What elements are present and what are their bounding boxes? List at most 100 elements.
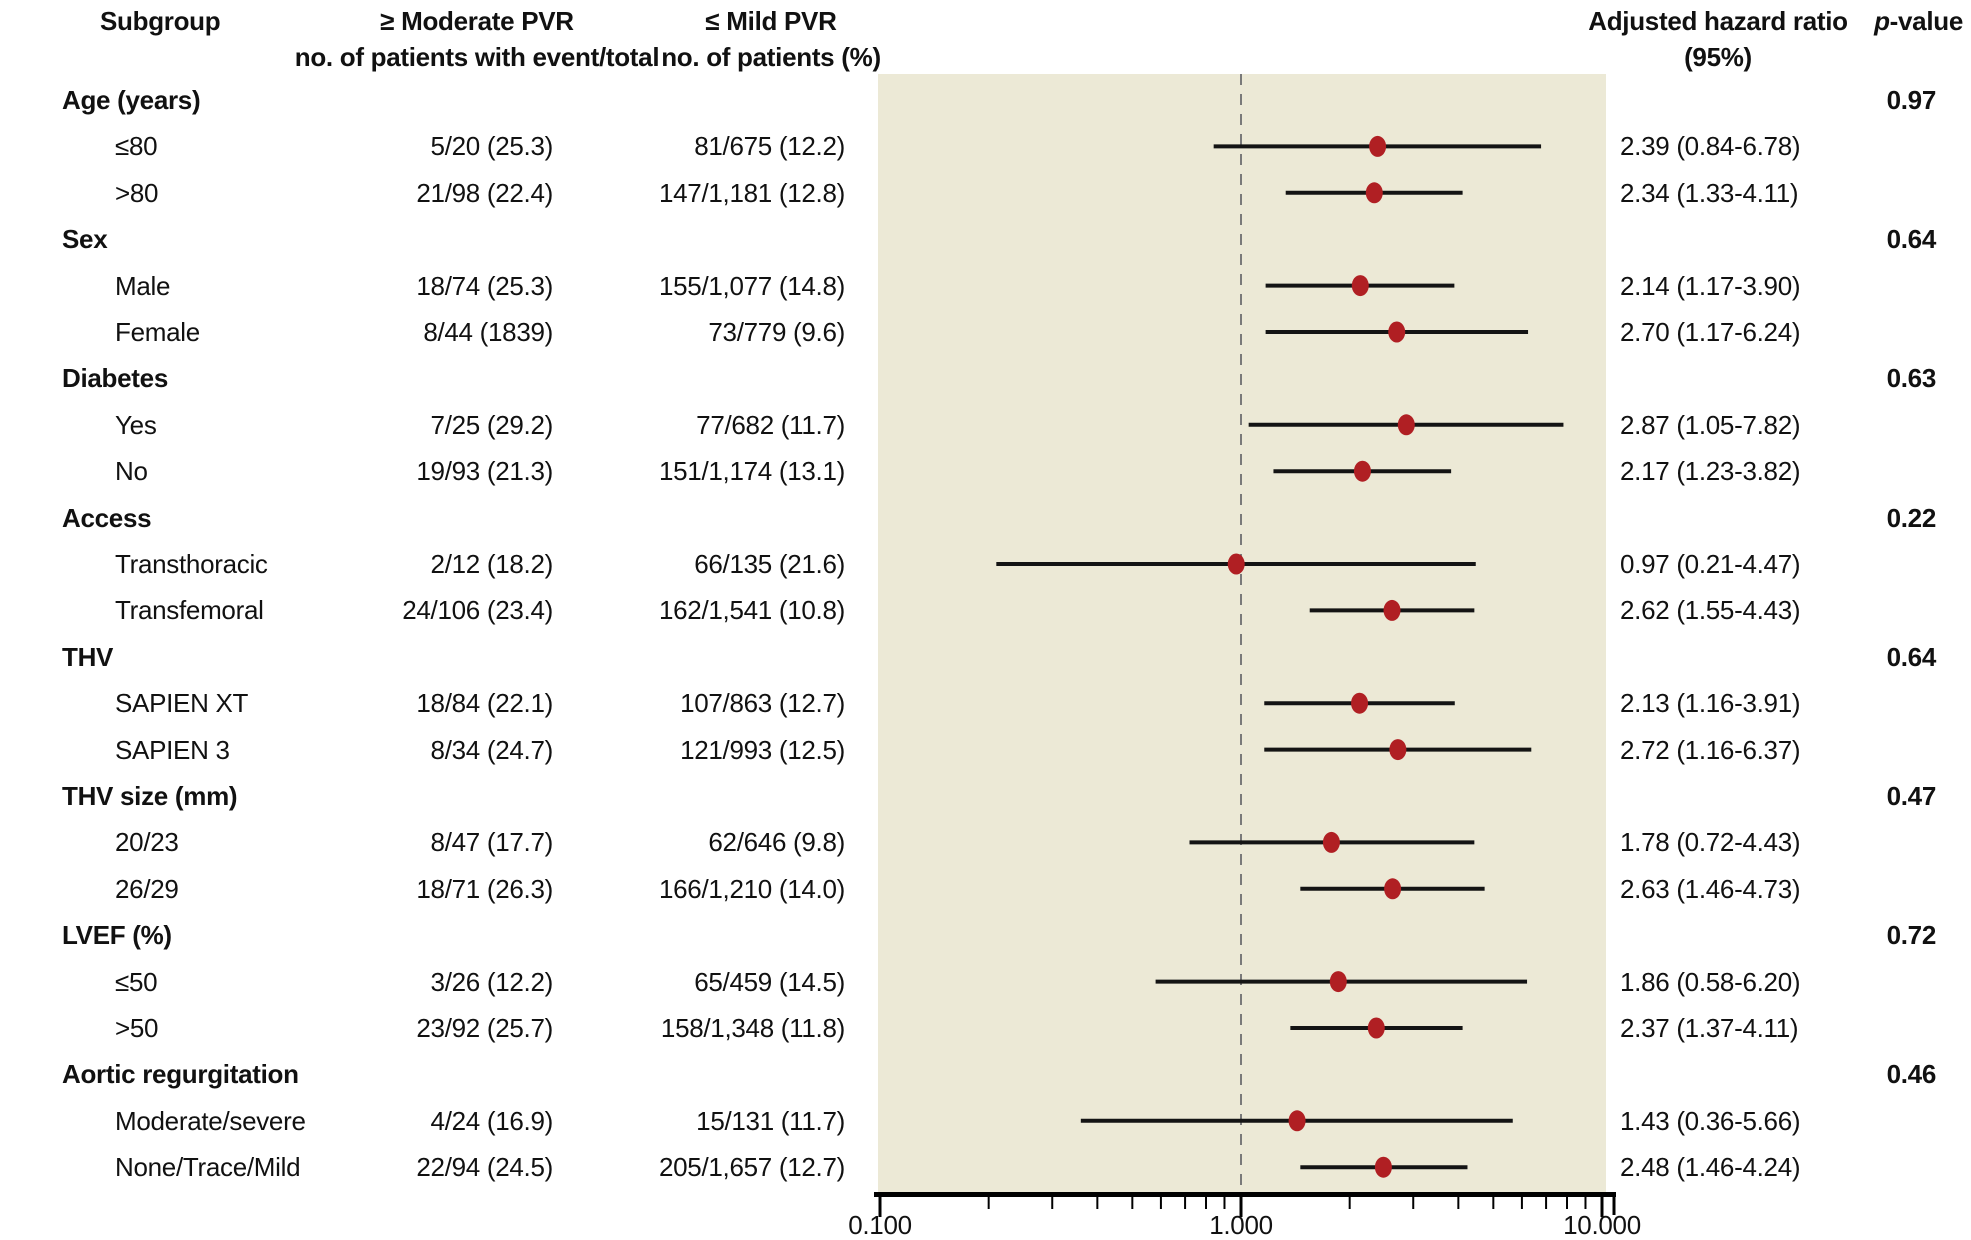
mild-pvr-value: 73/779 (9.6) xyxy=(708,317,845,347)
moderate-pvr-value: 8/34 (24.7) xyxy=(430,734,554,765)
subgroup-row-label: Moderate/severe xyxy=(115,1105,306,1136)
subgroup-row-label: Male xyxy=(115,270,171,301)
section-p-value: 0.64 xyxy=(1886,224,1937,255)
section-label: Age (years) xyxy=(62,85,201,115)
subgroup-row-label: SAPIEN XT xyxy=(115,688,249,719)
moderate-pvr-value: 8/44 (1839) xyxy=(423,317,553,347)
x-axis-tick-label: 10.000 xyxy=(1563,1210,1641,1240)
hazard-ratio-value: 2.72 (1.16-6.37) xyxy=(1620,734,1801,765)
mild-pvr-value: 62/646 (9.8) xyxy=(708,827,845,858)
hr-point-marker xyxy=(1383,599,1401,621)
mild-pvr-value: 205/1,657 (12.7) xyxy=(658,1152,845,1183)
x-axis-tick-label: 0.100 xyxy=(848,1210,912,1240)
hr-point-marker xyxy=(1369,135,1387,157)
section-label: THV size (mm) xyxy=(62,781,238,811)
hazard-ratio-value: 2.37 (1.37-4.11) xyxy=(1620,1013,1799,1043)
subgroup-row-label: 20/23 xyxy=(115,827,179,858)
hr-point-marker xyxy=(1389,739,1407,761)
hazard-ratio-value: 2.62 (1.55-4.43) xyxy=(1620,595,1801,626)
hr-point-marker xyxy=(1388,321,1406,343)
hazard-ratio-value: 1.43 (0.36-5.66) xyxy=(1620,1105,1801,1136)
mild-pvr-value: 147/1,181 (12.8) xyxy=(658,177,845,208)
mild-pvr-value: 151/1,174 (13.1) xyxy=(658,456,845,487)
moderate-pvr-value: 18/71 (26.3) xyxy=(416,873,553,904)
section-p-value: 0.46 xyxy=(1886,1059,1937,1090)
subgroup-header: Subgroup xyxy=(100,6,221,36)
subgroup-row-label: Transfemoral xyxy=(115,595,264,626)
hr-point-marker xyxy=(1227,553,1245,575)
mild-pvr-header-line2: no. of patients (%) xyxy=(661,42,881,72)
mild-pvr-value: 166/1,210 (14.0) xyxy=(658,873,845,904)
moderate-pvr-value: 7/25 (29.2) xyxy=(430,409,554,440)
hr-point-marker xyxy=(1397,414,1415,436)
moderate-pvr-value: 3/26 (12.2) xyxy=(430,966,554,997)
hazard-ratio-value: 0.97 (0.21-4.47) xyxy=(1620,549,1801,579)
moderate-pvr-value: 2/12 (18.2) xyxy=(430,549,554,579)
moderate-pvr-value: 8/47 (17.7) xyxy=(430,827,554,858)
hr-point-marker xyxy=(1374,1156,1392,1178)
hazard-ratio-header-line1: Adjusted hazard ratio xyxy=(1588,6,1848,36)
moderate-pvr-value: 21/98 (22.4) xyxy=(416,177,553,208)
hr-point-marker xyxy=(1329,971,1347,993)
subgroup-row-label: Yes xyxy=(115,409,157,440)
section-p-value: 0.72 xyxy=(1886,920,1937,951)
moderate-pvr-value: 22/94 (24.5) xyxy=(416,1152,553,1183)
hazard-ratio-value: 2.39 (0.84-6.78) xyxy=(1620,131,1801,162)
p-value-header: p-value xyxy=(1800,4,1963,38)
mild-pvr-value: 158/1,348 (11.8) xyxy=(660,1013,845,1043)
mild-pvr-value: 162/1,541 (10.8) xyxy=(658,595,845,626)
subgroup-row-label: 26/29 xyxy=(115,873,179,904)
mild-pvr-value: 66/135 (21.6) xyxy=(694,549,845,579)
section-p-value: 0.22 xyxy=(1886,502,1937,533)
hazard-ratio-value: 1.86 (0.58-6.20) xyxy=(1620,966,1801,997)
moderate-pvr-value: 5/20 (25.3) xyxy=(430,131,554,162)
p-value-header-p: p xyxy=(1874,6,1890,36)
section-label: THV xyxy=(62,641,114,672)
hr-point-marker xyxy=(1351,275,1369,297)
hr-point-marker xyxy=(1353,460,1371,482)
mild-pvr-value: 15/131 (11.7) xyxy=(696,1105,845,1136)
hr-point-marker xyxy=(1288,1110,1306,1132)
moderate-pvr-header-line2: no. of patients with event/total xyxy=(294,42,660,72)
hazard-ratio-value: 1.78 (0.72-4.43) xyxy=(1620,827,1801,858)
moderate-pvr-value: 23/92 (25.7) xyxy=(416,1013,553,1043)
section-p-value: 0.47 xyxy=(1886,781,1937,811)
hr-point-marker xyxy=(1322,831,1340,853)
hazard-ratio-value: 2.13 (1.16-3.91) xyxy=(1620,688,1801,719)
subgroup-row-label: Female xyxy=(115,317,200,347)
moderate-pvr-value: 18/74 (25.3) xyxy=(416,270,553,301)
x-axis-tick-label: 1.000 xyxy=(1209,1210,1273,1240)
subgroup-row-label: ≤50 xyxy=(115,966,158,997)
section-p-value: 0.63 xyxy=(1886,363,1937,394)
subgroup-row-label: SAPIEN 3 xyxy=(115,734,230,765)
mild-pvr-header-line1: ≤ Mild PVR xyxy=(705,6,837,36)
mild-pvr-value: 81/675 (12.2) xyxy=(694,131,845,162)
hr-point-marker xyxy=(1367,1017,1385,1039)
mild-pvr-value: 107/863 (12.7) xyxy=(680,688,845,719)
hazard-ratio-header-line2: (95%) xyxy=(1684,42,1752,72)
x-axis-line xyxy=(874,1192,1616,1197)
section-label: Aortic regurgitation xyxy=(62,1059,299,1090)
mild-pvr-value: 155/1,077 (14.8) xyxy=(658,270,845,301)
mild-pvr-value: 121/993 (12.5) xyxy=(680,734,845,765)
section-label: Access xyxy=(62,502,152,533)
subgroup-row-label: >80 xyxy=(115,177,159,208)
section-label: LVEF (%) xyxy=(62,920,172,951)
section-p-value: 0.97 xyxy=(1886,85,1937,115)
mild-pvr-value: 77/682 (11.7) xyxy=(696,409,845,440)
moderate-pvr-header-line1: ≥ Moderate PVR xyxy=(380,6,574,36)
hazard-ratio-value: 2.63 (1.46-4.73) xyxy=(1620,873,1801,904)
moderate-pvr-value: 4/24 (16.9) xyxy=(430,1105,554,1136)
moderate-pvr-value: 19/93 (21.3) xyxy=(416,456,553,487)
p-value-header-rest: -value xyxy=(1889,6,1964,36)
subgroup-row-label: No xyxy=(115,456,148,487)
hr-point-marker xyxy=(1384,878,1402,900)
moderate-pvr-value: 18/84 (22.1) xyxy=(416,688,553,719)
hr-point-marker xyxy=(1365,182,1383,204)
mild-pvr-value: 65/459 (14.5) xyxy=(694,966,845,997)
hazard-ratio-value: 2.17 (1.23-3.82) xyxy=(1620,456,1801,487)
subgroup-row-label: Transthoracic xyxy=(115,549,268,579)
section-p-value: 0.64 xyxy=(1886,641,1937,672)
